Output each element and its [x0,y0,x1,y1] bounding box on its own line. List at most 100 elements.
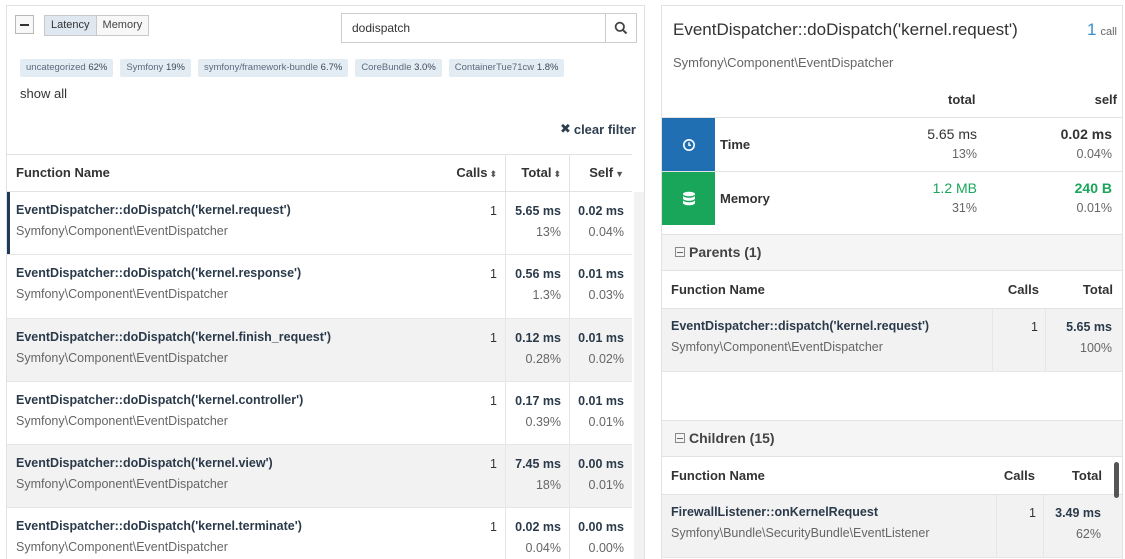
function-name: EventDispatcher::doDispatch('kernel.fini… [16,329,332,344]
close-icon: ✖ [559,121,571,136]
self-pct: 0.01% [588,414,624,429]
collapse-button[interactable] [15,15,34,34]
total-value: 7.45 ms [515,457,561,472]
function-namespace: Symfony\Component\EventDispatcher [16,224,228,238]
memory-label: Memory [720,191,770,206]
search-button[interactable] [605,14,636,42]
table-row[interactable]: EventDispatcher::doDispatch('kernel.cont… [7,381,632,446]
tag-container[interactable]: ContainerTue71cw 1.8% [448,59,565,77]
header-function-name: Function Name [671,282,765,297]
tag-framework-bundle[interactable]: symfony/framework-bundle 6.7% [197,59,349,77]
children-title: Children (15) [689,430,775,446]
latency-toggle[interactable]: Latency [45,16,97,35]
total-value: 0.12 ms [515,330,561,345]
self-pct: 0.00% [588,541,624,556]
function-namespace: Symfony\Component\EventDispatcher [16,350,228,365]
function-namespace: Symfony\Component\EventDispatcher [16,540,228,555]
memory-toggle[interactable]: Memory [96,16,149,35]
header-calls[interactable]: Calls ⬍ [456,165,497,180]
memory-metric-row: Memory 1.2 MB 31% 240 B 0.01% [662,171,1122,225]
self-value: 0.01 ms [578,393,624,408]
dimension-toggle: Latency Memory [44,15,150,36]
calls-value: 1 [490,393,497,408]
table-row[interactable]: EventDispatcher::doDispatch('kernel.requ… [7,192,632,256]
header-total: Total [1082,282,1113,297]
tag-uncategorized[interactable]: uncategorized 62% [20,59,114,77]
total-value: 3.49 ms [1055,506,1101,520]
calls-label: call [1100,26,1117,38]
time-self-pct: 0.04% [1076,147,1112,161]
header-calls: Calls [1003,468,1035,483]
total-pct: 0.39% [525,414,561,429]
column-self-header: self [1094,92,1117,107]
table-row[interactable]: EventDispatcher::doDispatch('kernel.resp… [7,255,632,319]
self-value: 0.02 ms [578,204,624,218]
self-pct: 0.01% [588,478,624,493]
calls-value: 1 [490,267,497,282]
table-body: EventDispatcher::doDispatch('kernel.requ… [7,192,632,559]
sort-icon: ⬍ [489,169,497,179]
children-header: Function Name Calls Total [662,457,1122,495]
minus-icon [20,23,29,26]
clear-filter-button[interactable]: ✖ clear filter [560,121,636,137]
function-namespace: Symfony\Bundle\SecurityBundle\EventListe… [671,526,930,540]
calls-value: 1 [490,330,497,345]
tag-list: uncategorized 62% Symfony 19% symfony/fr… [20,59,571,77]
header-self[interactable]: Self ▼ [569,155,632,191]
calls-value: 1 [490,204,497,218]
function-name: EventDispatcher::doDispatch('kernel.view… [16,456,273,471]
scrollbar-thumb[interactable] [1114,462,1119,498]
table-row[interactable]: EventDispatcher::doDispatch('kernel.term… [7,508,632,559]
table-row[interactable]: EventDispatcher::doDispatch('kernel.view… [7,445,632,509]
total-pct: 62% [1075,527,1101,541]
self-pct: 0.02% [588,351,624,366]
children-toggle[interactable]: Children (15) [662,421,1122,457]
search-input[interactable]: dodispatch [352,21,411,35]
header-total: Total [1071,468,1102,483]
tag-symfony[interactable]: Symfony 19% [120,59,191,77]
child-row[interactable]: FirewallListener::onKernelRequest Symfony… [662,495,1122,558]
total-value: 0.02 ms [515,520,561,535]
function-namespace: Symfony\Component\EventDispatcher [16,477,228,492]
parents-panel: Parents (1) Function Name Calls Total Ev… [662,234,1122,372]
calls-value: 1 [490,520,497,535]
total-value: 5.65 ms [1066,320,1112,334]
function-namespace: Symfony\Component\EventDispatcher [16,413,228,428]
function-name: EventDispatcher::doDispatch('kernel.requ… [16,203,291,217]
total-value: 0.17 ms [515,393,561,408]
total-pct: 100% [1080,341,1112,355]
calls-value: 1 [490,457,497,472]
table-row[interactable]: EventDispatcher::doDispatch('kernel.fini… [7,318,632,382]
total-value: 0.56 ms [515,267,561,282]
self-pct: 0.03% [588,288,624,303]
calls-value: 1 [992,309,1045,371]
function-name: EventDispatcher::doDispatch('kernel.resp… [16,266,302,281]
total-pct: 18% [535,478,561,493]
detail-calls: 1 call [1087,20,1117,40]
header-calls: Calls [1007,282,1039,297]
tag-corebundle[interactable]: CoreBundle 3.0% [355,59,442,77]
self-value: 0.00 ms [578,520,624,535]
detail-namespace: Symfony\Component\EventDispatcher [673,55,894,70]
database-icon [662,172,715,225]
function-name: EventDispatcher::doDispatch('kernel.term… [16,519,302,534]
time-metric-row: Time 5.65 ms 13% 0.02 ms 0.04% [662,117,1122,171]
show-all-link[interactable]: show all [20,86,67,101]
search-box: dodispatch [341,13,637,43]
function-detail-panel: EventDispatcher::doDispatch('kernel.requ… [661,5,1123,559]
parents-toggle[interactable]: Parents (1) [662,235,1122,271]
column-total-header: total [948,92,976,107]
header-function-name: Function Name [671,468,765,483]
function-name: EventDispatcher::doDispatch('kernel.cont… [16,392,304,407]
self-value: 0.01 ms [578,267,624,282]
parent-row[interactable]: EventDispatcher::dispatch('kernel.reques… [662,309,1122,372]
clear-filter-label: clear filter [573,121,636,137]
memory-total-pct: 31% [951,201,977,215]
calls-count: 1 [1087,20,1097,39]
parents-header: Function Name Calls Total [662,271,1122,309]
header-total[interactable]: Total ⬍ [505,155,569,191]
scrollbar-track[interactable] [634,192,644,559]
total-pct: 0.28% [525,351,561,366]
calls-value: 1 [996,495,1043,557]
table-header: Function Name Calls ⬍ Total ⬍ Self ▼ [7,154,632,192]
